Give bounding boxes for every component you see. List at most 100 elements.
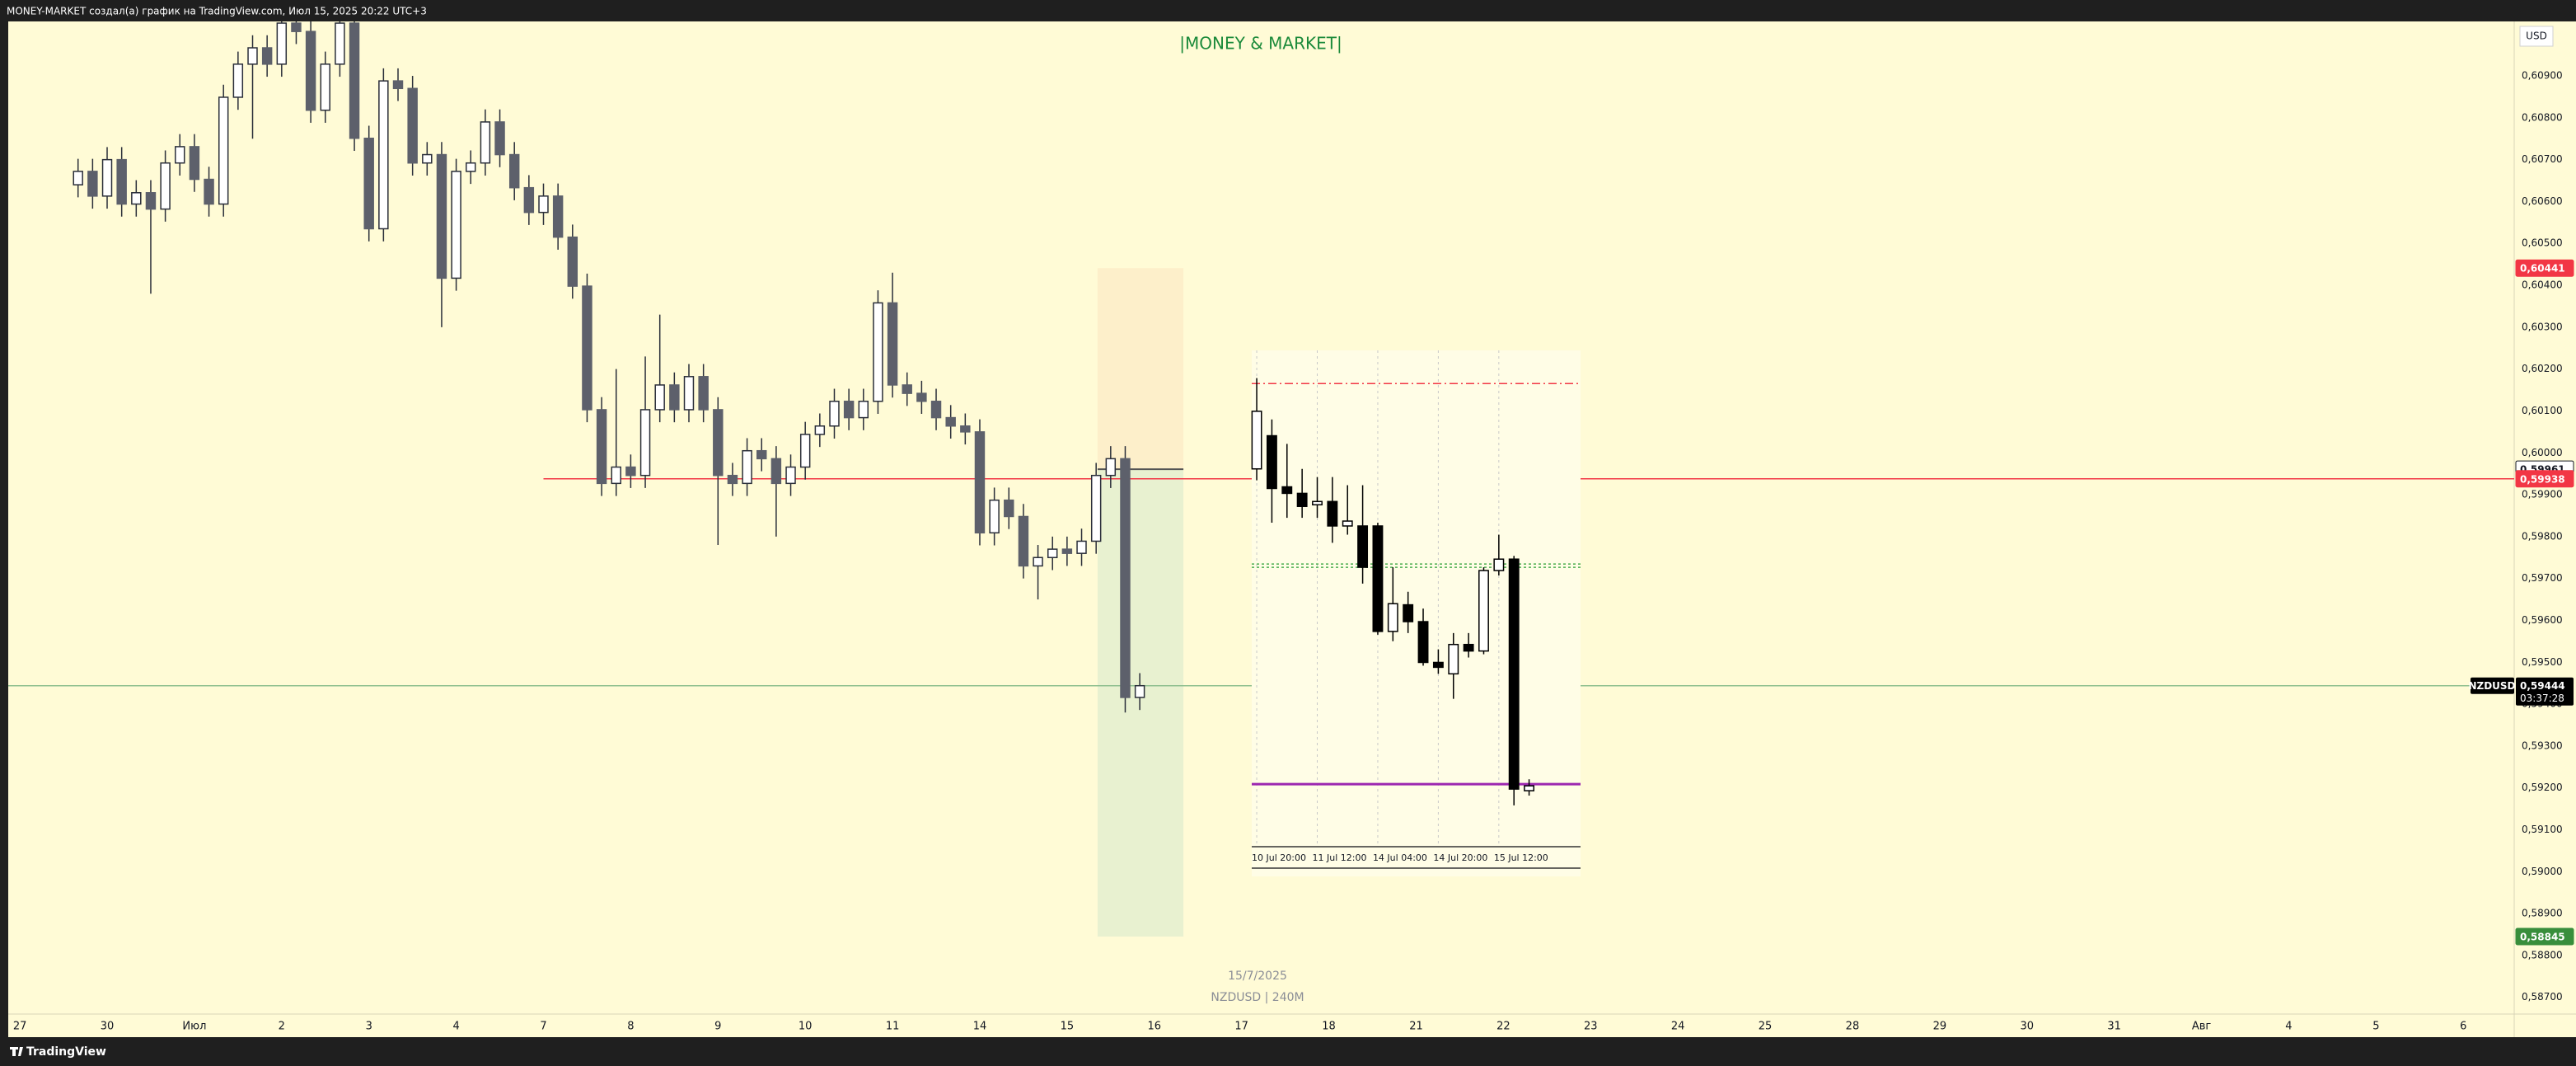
candle-body [1061,548,1073,554]
candle-body [145,192,157,210]
x-tick-label: 2 [279,1021,285,1033]
brand-logo [10,1047,23,1056]
candle-body [930,401,942,419]
candle-body [698,376,709,411]
candle-body [1296,492,1308,507]
candle-body [960,425,971,433]
candle-body [611,466,621,485]
currency-label: USD [2526,31,2547,42]
y-tick-label: 0,59200 [2522,782,2563,793]
y-tick-label: 0,60200 [2522,363,2563,374]
y-tick-label: 0,60100 [2522,405,2563,416]
candle-body [1448,643,1459,675]
x-tick-label: 10 [799,1021,813,1033]
candle-body [1076,540,1087,554]
level-price-label-box [2515,470,2574,488]
candle-body [799,434,811,468]
target-price-label-box [2515,927,2574,946]
x-tick-label: 8 [627,1021,634,1033]
brand-name: TradingView [26,1045,106,1059]
position-reward-zone [1097,469,1184,937]
x-tick-label: 23 [1584,1021,1598,1033]
candle-body [1403,603,1414,622]
y-tick-label: 0,59100 [2522,824,2563,835]
time-axis-background [8,1014,2576,1037]
y-tick-label: 0,58900 [2522,908,2563,919]
y-tick-label: 0,60400 [2522,279,2563,291]
x-tick-label: 5 [2372,1021,2379,1033]
candle-body [363,137,374,230]
candle-body [669,384,680,411]
inset-x-tick-label: 14 Jul 04:00 [1373,852,1427,863]
y-tick-label: 0,59000 [2522,866,2563,877]
candle-body [683,376,695,411]
candle-body [276,22,288,65]
x-tick-label: 27 [13,1021,27,1033]
candle-body [436,153,447,279]
candle-body [480,121,491,164]
x-tick-label: 29 [1933,1021,1947,1033]
candle-body [392,80,404,90]
candle-body [785,466,796,485]
inset-chart: 10 Jul 20:00 11 Jul 12:00 14 Jul 04:00 14 J… [1251,350,1581,876]
y-tick-label: 0,60500 [2522,237,2563,249]
inset-x-tick-label: 14 Jul 20:00 [1433,852,1487,863]
candle-body [814,425,826,435]
x-tick-label: 18 [1322,1021,1336,1033]
candle-body [887,302,898,386]
candle-body [1524,785,1535,791]
candle-body [742,449,752,485]
candle-body [131,192,142,205]
candle-body [538,195,549,214]
candle-body [291,22,302,32]
candle-body [1372,525,1384,632]
candle-body [349,22,360,139]
x-tick-label: 31 [2107,1021,2121,1033]
candle-body [1120,458,1131,698]
x-tick-label: 30 [101,1021,115,1033]
candle-body [974,431,986,534]
x-tick-label: 21 [1409,1021,1423,1033]
y-tick-label: 0,60600 [2522,195,2563,207]
candle-body [989,499,1000,534]
price-axis-background [2514,21,2576,1014]
symbol-box [2471,677,2514,694]
candle-body [727,474,738,485]
candle-body [1004,499,1014,518]
candle-body [639,409,651,477]
candle-body [1508,558,1520,790]
candle-body [654,384,665,411]
y-tick-label: 0,59900 [2522,489,2563,500]
candle-body [1493,558,1505,571]
candle-body [1033,556,1043,567]
x-tick-label: Июл [182,1021,206,1033]
candle-body [204,178,214,205]
candle-body [494,121,505,156]
candle-body [1105,458,1117,477]
x-tick-label: 6 [2460,1021,2466,1033]
inset-x-tick-label: 11 Jul 12:00 [1313,852,1367,863]
candle-body [335,22,345,65]
x-tick-label: 7 [540,1021,546,1033]
candle-body [843,401,855,419]
last-price-box [2516,677,2574,706]
symbol-label: NZDUSD [2468,680,2515,692]
candle-body [902,384,912,394]
candle-body [1134,684,1145,698]
y-tick-label: 0,60800 [2522,111,2563,123]
position-risk-zone [1097,268,1184,470]
candle-body [1387,603,1398,632]
candle-body [247,47,258,65]
target-price-label: 0,58845 [2520,932,2565,943]
candle-body [916,392,927,402]
candle-body [87,171,98,197]
y-tick-label: 0,60300 [2522,321,2563,332]
candle-body [1342,520,1353,527]
stop-price-label: 0,60441 [2520,263,2565,275]
candle-body [1327,500,1338,527]
stamp-date: 15/7/2025 [1228,970,1287,983]
inset-background [1252,350,1581,876]
candle-body [523,186,535,214]
